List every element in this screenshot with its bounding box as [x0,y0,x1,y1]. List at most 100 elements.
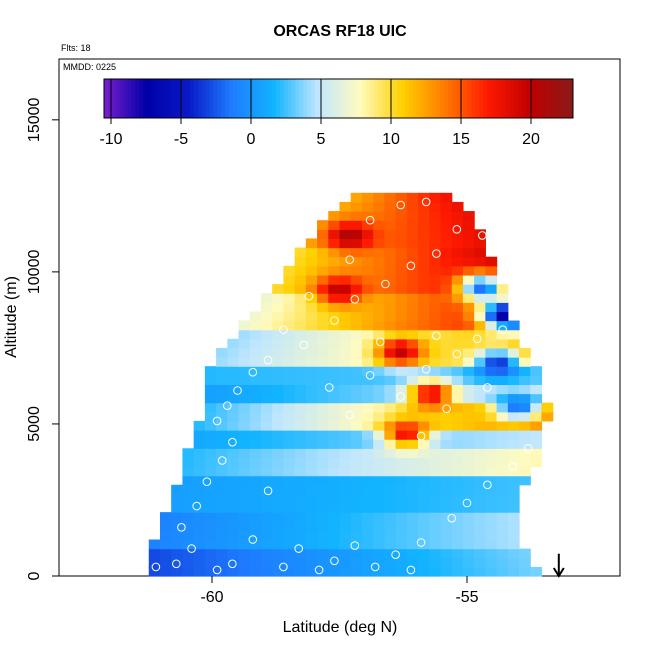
heatmap-cell [395,329,408,340]
heatmap-cell [462,229,475,240]
heatmap-cell [429,284,442,294]
heatmap-cell [317,302,329,313]
colorbar-segment [526,79,531,118]
heatmap-cell [249,420,262,431]
heatmap-cell [249,512,262,522]
heatmap-cell [373,366,385,376]
heatmap-cell [373,302,385,313]
heatmap-cell [272,475,284,486]
heatmap-cell [328,457,341,468]
heatmap-cell [238,393,251,404]
heatmap-cell [227,357,240,367]
heatmap-cell [317,238,329,249]
heatmap-cell [418,265,430,276]
heatmap-cell [373,256,385,267]
observation-marker [523,444,533,453]
heatmap-cell [395,220,408,230]
heatmap-cell [451,366,464,376]
colorbar-segment [436,79,441,118]
colorbar-segment [428,79,433,118]
heatmap-cell [350,229,363,240]
heatmap-cell [350,211,363,221]
heatmap-cell [418,192,430,203]
heatmap-cell [305,357,318,367]
heatmap-cell [260,548,273,559]
colorbar-segment [514,79,519,118]
heatmap-cell [406,338,419,349]
heatmap-cell [451,229,464,240]
heatmap-cell [406,229,419,240]
heatmap-cell [350,457,363,468]
heatmap-cell [418,247,430,258]
heatmap-cell [339,430,352,440]
heatmap-cell [171,530,184,541]
heatmap-cell [373,311,385,322]
heatmap-cell [519,347,531,358]
heatmap-cell [507,384,520,395]
y-tick-label: 0 [26,571,43,580]
heatmap-cell [474,557,486,568]
heatmap-cell [440,220,453,230]
heatmap-cell [339,274,352,285]
heatmap-cell [305,566,318,577]
heatmap-cell [328,338,341,349]
heatmap-cell [373,503,385,513]
colorbar-segment [189,79,195,118]
heatmap-cell [440,548,453,559]
heatmap-cell [451,302,464,313]
colorbar-segment [510,79,515,118]
heatmap-cell [328,512,341,522]
heatmap-cell [193,530,206,541]
heatmap-cell [238,338,251,349]
heatmap-cell [317,320,329,331]
heatmap-cell [350,521,363,531]
heatmap-cell [373,493,385,504]
heatmap-cell [440,293,453,303]
heatmap-cell [496,375,509,385]
heatmap-cell [216,402,228,413]
observation-marker [365,215,375,225]
colorbar-segment [303,79,308,118]
heatmap-cell [328,320,341,331]
heatmap-cell [350,411,363,422]
colorbar-segment [256,79,261,118]
observation-marker [263,355,273,365]
heatmap-cell [317,457,329,468]
colorbar-segment [123,79,128,118]
heatmap-cell [507,484,520,495]
heatmap-cell [272,366,284,376]
heatmap-cell [317,338,329,349]
heatmap-cell [519,366,531,376]
heatmap-cell [339,420,352,431]
colorbar-segment [244,79,250,118]
heatmap-cell [395,201,408,212]
heatmap-cell [507,566,520,577]
heatmap-cell [474,366,486,376]
heatmap-cell [418,357,430,367]
heatmap-cell [530,375,543,385]
colorbar-segment [494,79,500,118]
heatmap-cell [496,384,509,395]
colorbar-segment [416,79,422,118]
colorbar-segment [197,79,203,118]
heatmap-cell [429,402,442,413]
heatmap-cell [530,366,543,376]
heatmap-cell [294,448,307,458]
heatmap-cell [238,402,251,413]
heatmap-cell [238,503,251,513]
heatmap-cell [339,329,352,340]
heatmap-cell [429,220,442,230]
heatmap-cell [496,448,509,458]
colorbar-segment [432,79,437,118]
heatmap-cell [384,484,397,495]
heatmap-cell [507,493,520,504]
heatmap-cell [474,503,486,513]
heatmap-cell [418,493,430,504]
heatmap-cell [294,393,307,404]
observation-marker [416,431,426,441]
heatmap-cell [530,439,543,449]
colorbar-segment [334,79,339,118]
heatmap-cell [507,439,520,449]
heatmap-cell [272,302,284,313]
heatmap-cell [361,375,374,385]
